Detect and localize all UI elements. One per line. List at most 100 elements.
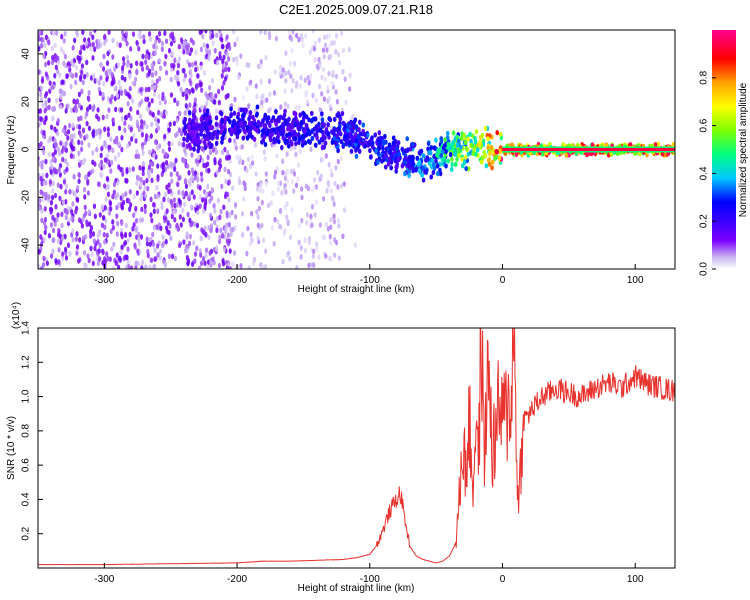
spectrogram-cell xyxy=(384,139,388,145)
spectrogram-cell xyxy=(479,159,484,165)
spectrogram-cell xyxy=(259,58,263,65)
spectrogram-cell xyxy=(446,158,451,164)
spectrogram-cell xyxy=(247,116,251,122)
spectrogram-cell xyxy=(268,91,272,98)
spectrogram-cell xyxy=(324,153,328,159)
spectrogram-cell xyxy=(301,42,305,49)
spectrogram-cell xyxy=(498,131,503,137)
spectrogram-cell xyxy=(153,50,157,56)
spectrogram-cell xyxy=(119,249,123,255)
spectrogram-cell xyxy=(329,188,333,194)
spectrogram-cell xyxy=(201,256,206,262)
spectrogram-cell xyxy=(38,30,41,37)
spectrogram-cell xyxy=(226,92,230,99)
spectrogram-cell xyxy=(264,171,268,177)
spectrogram-cell xyxy=(193,97,197,103)
spectrogram-cell xyxy=(348,86,352,92)
spectrogram-cell xyxy=(125,143,130,149)
spectrogram-cell xyxy=(310,222,314,228)
spectrogram-cell xyxy=(463,154,468,160)
snr-y-tick-label: 0.6 xyxy=(21,458,32,472)
spectrogram-cell xyxy=(77,116,81,122)
spectrogram-cell xyxy=(431,169,436,176)
spectrogram-cell xyxy=(164,151,168,158)
spectrogram-cell xyxy=(188,62,192,68)
spectrogram-cell xyxy=(106,255,110,262)
spectrogram-cell xyxy=(370,140,375,146)
spectrogram-cell xyxy=(185,45,189,51)
spectrogram-cell xyxy=(278,70,282,77)
spectrogram-cell xyxy=(143,208,147,215)
spectrogram-cell xyxy=(318,107,322,113)
spectrogram-cell xyxy=(155,224,159,230)
spectrogram-cell xyxy=(329,224,333,231)
spectrogram-cell xyxy=(334,33,339,39)
spectrogram-cell xyxy=(256,214,260,220)
spectrogram-cell xyxy=(200,197,205,203)
spectrogram-cell xyxy=(202,42,206,48)
spectrogram-cell xyxy=(172,120,176,127)
spectrogram-cell xyxy=(40,85,44,91)
spectrogram-cell xyxy=(199,81,203,88)
spectrogram-cell xyxy=(141,160,145,167)
spectrogram-cell xyxy=(50,194,55,201)
spectrogram-cell xyxy=(656,141,661,147)
spectrogram-cell xyxy=(429,174,434,180)
spectrogram-cell xyxy=(146,252,150,259)
spectrogram-cell xyxy=(54,203,58,210)
spectrogram-cell xyxy=(113,155,118,162)
spectrogram-cell xyxy=(483,125,488,131)
spectrogram-cell xyxy=(106,183,110,190)
spectrogram-cell xyxy=(85,59,89,66)
spectrogram-cell xyxy=(486,145,490,151)
spectrogram-cell xyxy=(169,40,174,47)
spectrogram-cell xyxy=(43,229,47,236)
spectrogram-cell xyxy=(306,138,311,144)
spectrogram-cell xyxy=(339,30,344,37)
spectrogram-cell xyxy=(135,180,139,187)
spectrogram-cell xyxy=(157,93,161,100)
spectrogram-cell xyxy=(192,114,197,120)
spectrogram-cell xyxy=(112,189,116,196)
spectrogram-cell xyxy=(51,115,55,122)
spectrogram-cell xyxy=(183,72,187,79)
spectrogram-cell xyxy=(93,245,97,252)
spectrogram-cell xyxy=(195,132,200,138)
spectrogram-cell xyxy=(82,159,86,166)
spectrogram-cell xyxy=(357,127,361,133)
spectrogram-cell xyxy=(200,123,205,129)
spectrogram-cell xyxy=(377,139,382,146)
spectrogram-cell xyxy=(297,222,301,229)
spectrogram-cell xyxy=(138,113,143,120)
spectrogram-cell xyxy=(269,128,273,134)
spectrogram-cell xyxy=(124,265,129,269)
spectrogram-cell xyxy=(243,185,247,192)
spectrogram-cell xyxy=(152,208,156,215)
spectrogram-cell xyxy=(227,221,231,228)
spectrogram-cell xyxy=(320,145,325,151)
spectrogram-cell xyxy=(74,79,78,86)
spectrogram-cell xyxy=(256,222,260,229)
spectrogram-cell xyxy=(89,245,93,252)
spectrogram-cell xyxy=(164,69,169,76)
spectrogram-cell xyxy=(321,234,325,240)
spectrogram-cell xyxy=(68,251,72,257)
spectrogram-cell xyxy=(304,89,308,96)
spectrogram-cell xyxy=(235,36,239,43)
spectrogram-cell xyxy=(332,213,336,220)
spectrogram-cell xyxy=(52,237,56,243)
spectrogram-cell xyxy=(57,150,62,157)
spectrogram-cell xyxy=(262,149,266,155)
spectrogram-cell xyxy=(128,85,132,92)
spectrogram-cell xyxy=(211,40,215,46)
spectrogram-cell xyxy=(43,42,47,49)
spectrogram-cell xyxy=(349,120,354,127)
spectrogram-cell xyxy=(188,68,192,74)
spectrogram-cell xyxy=(98,90,102,97)
spectrogram-cell xyxy=(263,30,267,36)
spectrogram-cell xyxy=(333,180,337,187)
spectrogram-cell xyxy=(438,167,442,173)
spectrogram-cell xyxy=(233,202,238,208)
spectrogram-cell xyxy=(112,241,116,248)
spectrogram-cell xyxy=(326,179,330,186)
